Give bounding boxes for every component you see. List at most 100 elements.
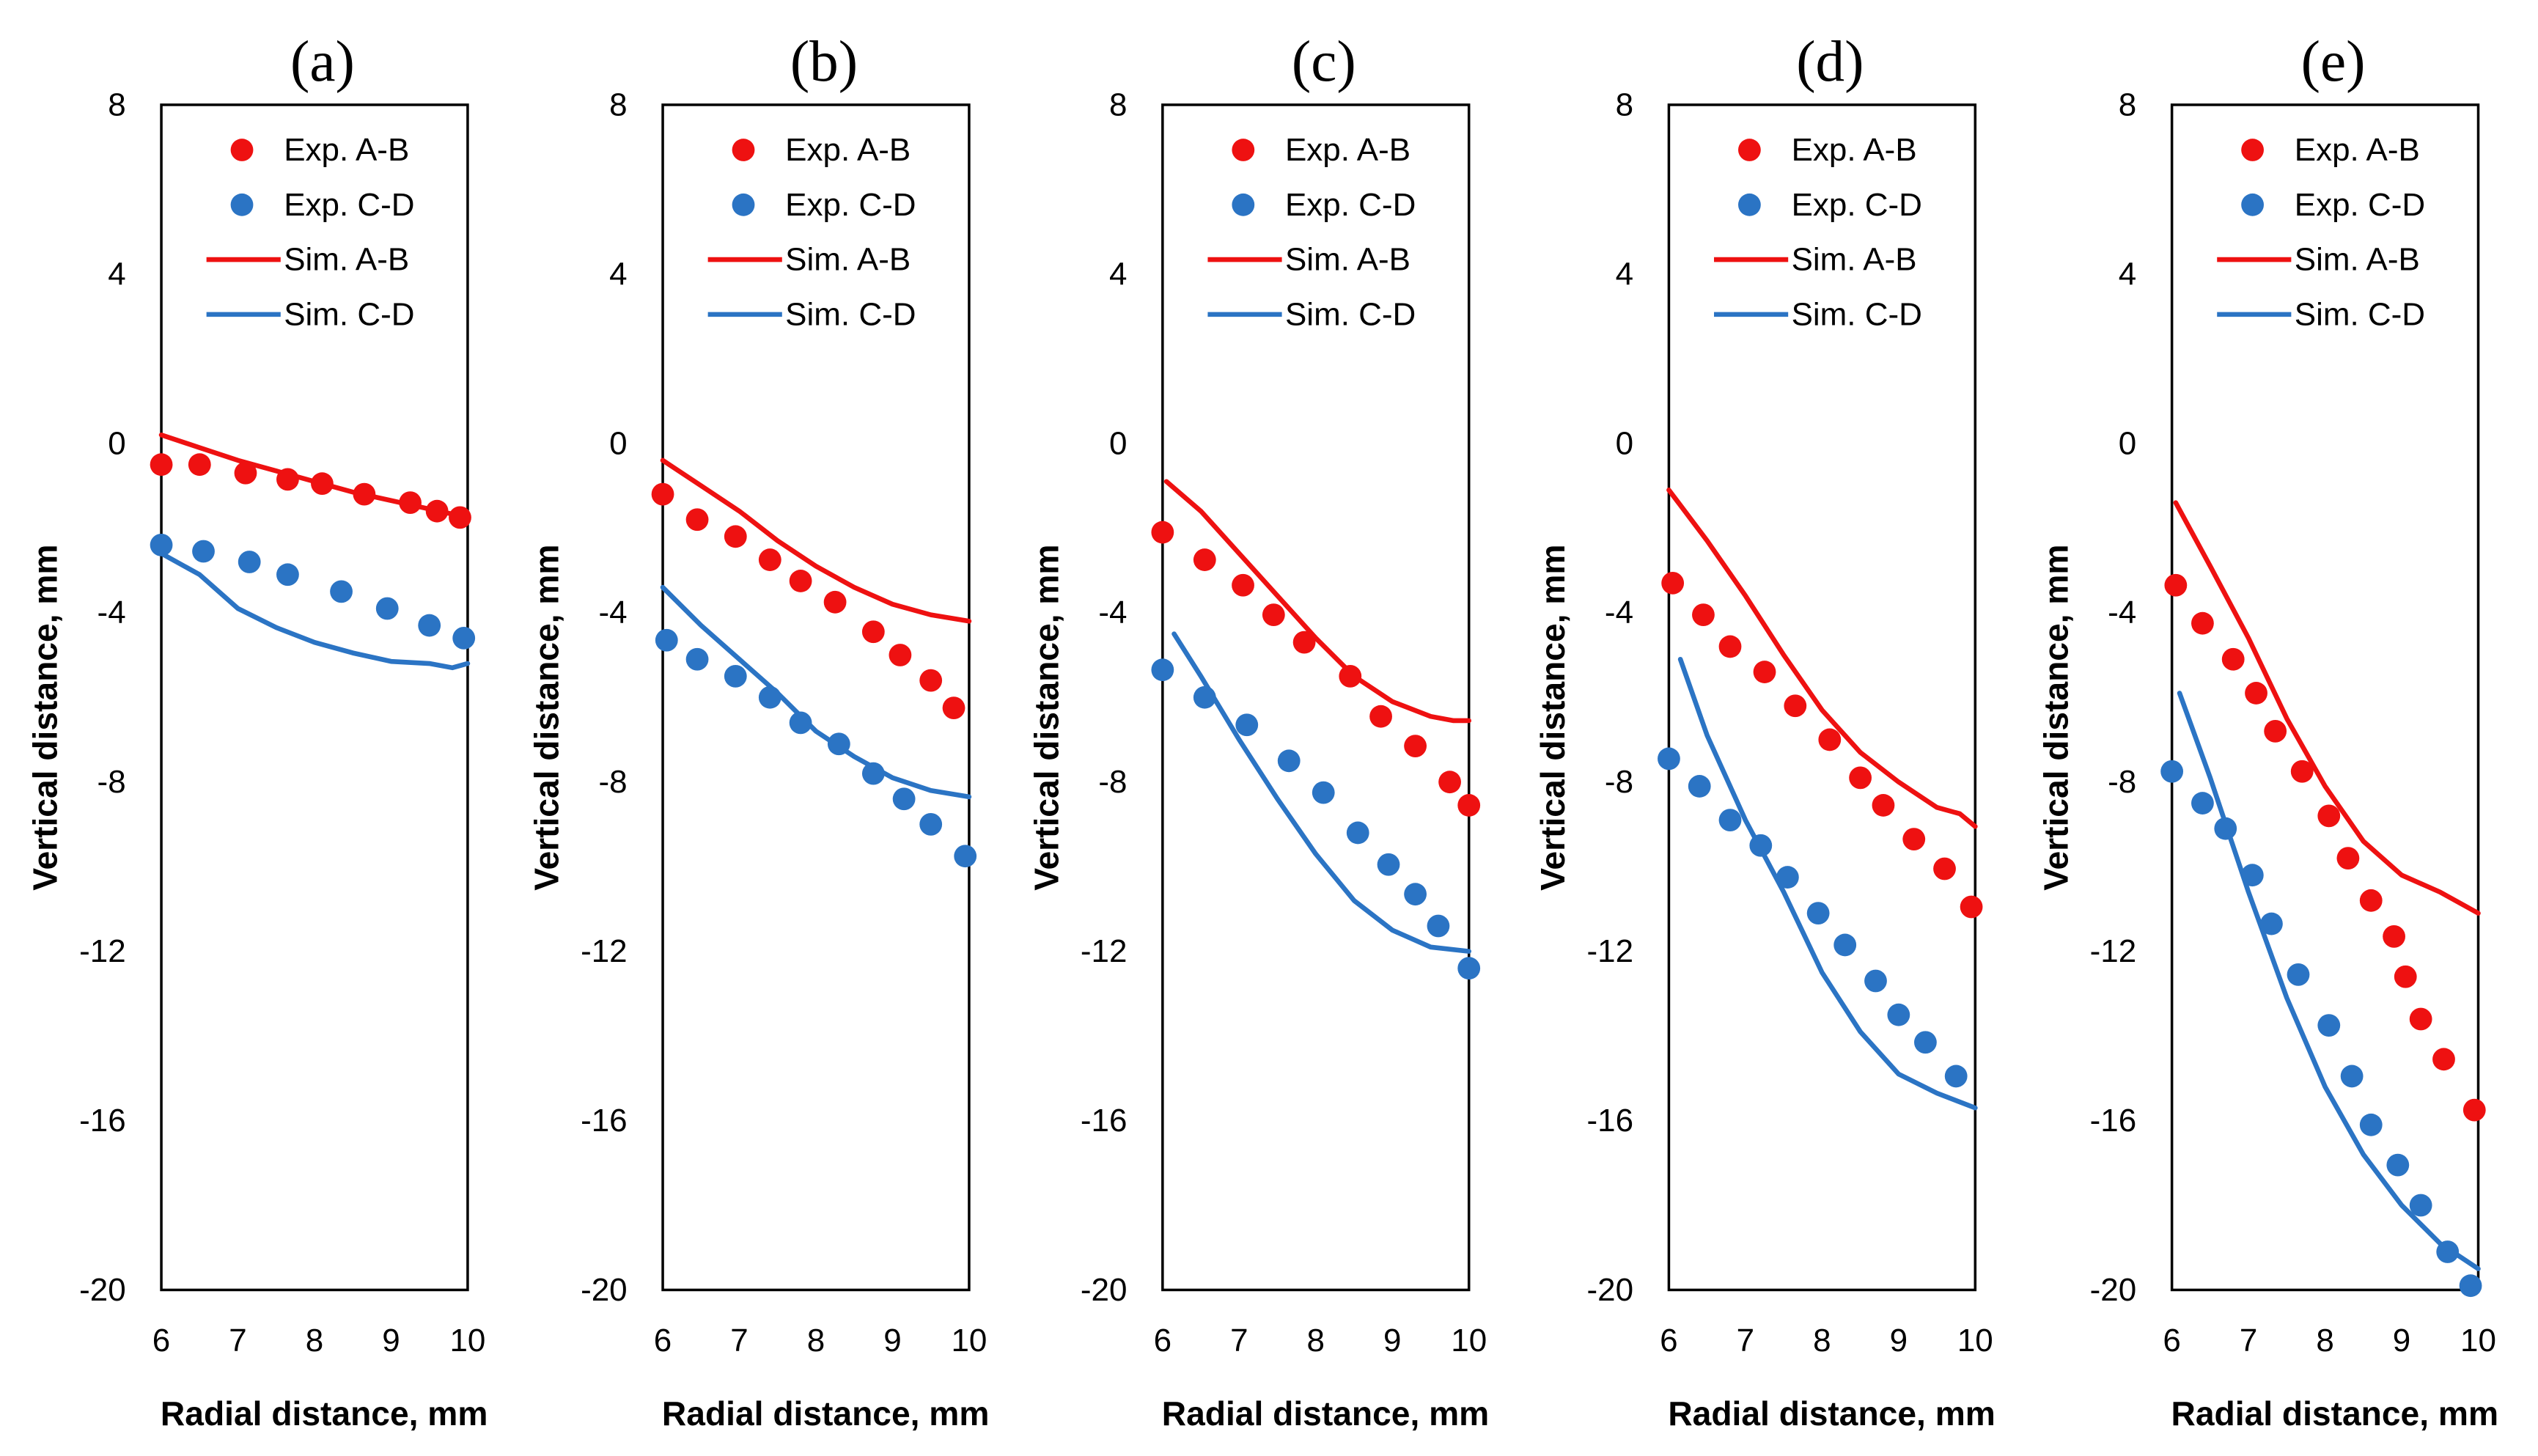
exp-c-d-point	[2160, 760, 2184, 783]
x-tick-label: 8	[1307, 1323, 1325, 1358]
y-tick-label: 0	[1109, 425, 1127, 461]
y-axis-label: Vertical distance, mm	[528, 545, 566, 891]
x-tick-label: 10	[2460, 1323, 2496, 1358]
exp-a-b-point	[758, 548, 781, 571]
exp-a-b-point	[1404, 735, 1427, 758]
legend-label: Exp. A-B	[284, 132, 409, 168]
x-tick-label: 9	[2393, 1323, 2410, 1358]
exp-c-d-point	[1377, 853, 1400, 876]
panel-label: (d)	[1796, 29, 1864, 94]
legend-entry: Exp. C-D	[1738, 187, 1922, 223]
exp-c-d-point	[1718, 809, 1742, 832]
legend-label: Sim. A-B	[1285, 242, 1410, 278]
y-tick-label: -4	[1605, 595, 1633, 630]
exp-a-b-point	[2164, 573, 2188, 597]
exp-c-d-point	[1235, 713, 1259, 737]
exp-a-b-point	[1369, 705, 1392, 728]
exp-a-b-point	[1151, 521, 1174, 544]
legend-marker	[1738, 139, 1761, 161]
legend-label: Exp. C-D	[2295, 187, 2425, 223]
x-tick-label: 10	[951, 1323, 987, 1358]
y-tick-label: -12	[79, 933, 126, 969]
legend-label: Sim. A-B	[1792, 242, 1917, 278]
legend-label: Exp. A-B	[1285, 132, 1410, 168]
legend-label: Sim. C-D	[1285, 296, 1416, 332]
exp-a-b-point	[2264, 720, 2287, 743]
sim-a-b-line	[1666, 488, 1978, 829]
x-axis-label: Radial distance, mm	[662, 1394, 989, 1433]
exp-c-d-point	[276, 563, 299, 587]
legend-label: Exp. A-B	[785, 132, 911, 168]
y-tick-label: -12	[1081, 933, 1128, 969]
exp-c-d-point	[1658, 747, 1680, 771]
exp-a-b-point	[1457, 794, 1481, 817]
legend-marker	[2241, 193, 2264, 216]
exp-c-d-point	[1833, 933, 1857, 957]
exp-a-b-point	[685, 508, 709, 532]
legend-label: Exp. C-D	[1792, 187, 1922, 223]
exp-a-b-point	[724, 525, 747, 548]
exp-c-d-point	[1944, 1065, 1968, 1088]
legend-entry: Sim. C-D	[2217, 296, 2425, 332]
y-tick-label: -20	[1081, 1272, 1128, 1308]
legend-entry: Exp. A-B	[1738, 132, 1917, 168]
exp-a-b-point	[1438, 771, 1461, 794]
legend-label: Sim. A-B	[2295, 242, 2420, 278]
exp-c-d-point	[1806, 902, 1830, 925]
x-tick-label: 10	[449, 1323, 485, 1358]
exp-c-d-point	[1404, 883, 1427, 906]
y-tick-label: -8	[599, 764, 628, 800]
x-tick-label: 9	[382, 1323, 400, 1358]
plot-frame	[2170, 103, 2480, 1292]
plot-frame	[1161, 103, 1471, 1292]
sim-a-b-line	[1163, 479, 1472, 724]
y-tick-label: -4	[1098, 595, 1127, 630]
y-tick-label: -16	[79, 1103, 126, 1139]
exp-c-d-point	[1312, 781, 1335, 804]
exp-c-d-point	[418, 614, 441, 637]
exp-a-b-point	[2290, 760, 2314, 783]
x-tick-label: 7	[1230, 1323, 1248, 1358]
sim-a-b-line	[2173, 500, 2481, 916]
legend: Exp. A-B Exp. C-D Sim. A-B Sim. C-D	[707, 132, 916, 332]
legend-entry: Sim. C-D	[206, 296, 415, 332]
legend: Exp. A-B Exp. C-D Sim. A-B Sim. C-D	[2217, 132, 2425, 332]
y-tick-label: 0	[1616, 425, 1633, 461]
exp-a-b-point	[2409, 1007, 2432, 1031]
x-tick-label: 10	[1957, 1323, 1993, 1358]
legend-label: Sim. A-B	[284, 242, 409, 278]
x-tick-label: 9	[1383, 1323, 1401, 1358]
exp-c-d-point	[919, 813, 943, 836]
x-tick-label: 8	[306, 1323, 323, 1358]
exp-c-d-point	[954, 845, 977, 868]
exp-a-b-point	[2462, 1098, 2486, 1122]
exp-c-d-point	[452, 626, 476, 650]
exp-a-b-point	[1960, 895, 1983, 919]
x-tick-label: 9	[1890, 1323, 1908, 1358]
y-tick-label: 8	[609, 87, 627, 122]
exp-a-b-point	[2221, 647, 2245, 671]
panel-label: (a)	[290, 29, 355, 94]
legend-label: Exp. C-D	[284, 187, 414, 223]
x-tick-label: 8	[2316, 1323, 2333, 1358]
panel-label: (b)	[790, 29, 858, 94]
exp-a-b-point	[1661, 571, 1685, 595]
legend: Exp. A-B Exp. C-D Sim. A-B Sim. C-D	[1714, 132, 1922, 332]
legend-label: Exp. A-B	[1792, 132, 1917, 168]
legend: Exp. A-B Exp. C-D Sim. A-B Sim. C-D	[206, 132, 415, 332]
panel-e: (e) 8 4 0 -4 -8 -12 -16 -20 6 7 8 9 10 Vertical distan…	[2037, 29, 2498, 1433]
legend-marker	[230, 193, 254, 216]
legend-label: Sim. C-D	[284, 296, 414, 332]
y-tick-label: -12	[581, 933, 628, 969]
y-tick-label: 4	[108, 256, 125, 292]
y-tick-label: -20	[581, 1272, 628, 1308]
x-axis-label: Radial distance, mm	[161, 1394, 488, 1433]
y-tick-label: -20	[2090, 1272, 2137, 1308]
y-axis-label: Vertical distance, mm	[1534, 545, 1572, 891]
exp-a-b-point	[1718, 635, 1742, 658]
exp-c-d-point	[1864, 969, 1887, 993]
exp-a-b-point	[1902, 828, 1926, 851]
y-tick-label: -8	[1605, 764, 1633, 800]
